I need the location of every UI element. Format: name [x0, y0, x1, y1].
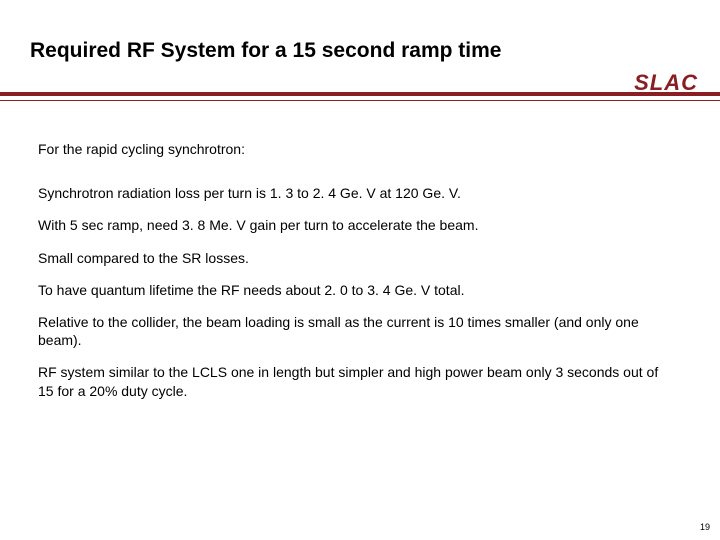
page-number: 19 — [700, 522, 710, 532]
paragraph: Synchrotron radiation loss per turn is 1… — [38, 184, 672, 202]
paragraph: For the rapid cycling synchrotron: — [38, 140, 672, 158]
content-area: For the rapid cycling synchrotron: Synch… — [38, 140, 672, 414]
paragraph: Small compared to the SR losses. — [38, 249, 672, 267]
title-area: Required RF System for a 15 second ramp … — [30, 38, 610, 63]
paragraph: To have quantum lifetime the RF needs ab… — [38, 281, 672, 299]
slide: Required RF System for a 15 second ramp … — [0, 0, 720, 540]
paragraph: With 5 sec ramp, need 3. 8 Me. V gain pe… — [38, 216, 672, 234]
divider-thin — [0, 100, 720, 101]
divider-thick — [0, 92, 720, 96]
paragraph: RF system similar to the LCLS one in len… — [38, 363, 672, 399]
paragraph: Relative to the collider, the beam loadi… — [38, 313, 672, 349]
page-title: Required RF System for a 15 second ramp … — [30, 38, 610, 63]
